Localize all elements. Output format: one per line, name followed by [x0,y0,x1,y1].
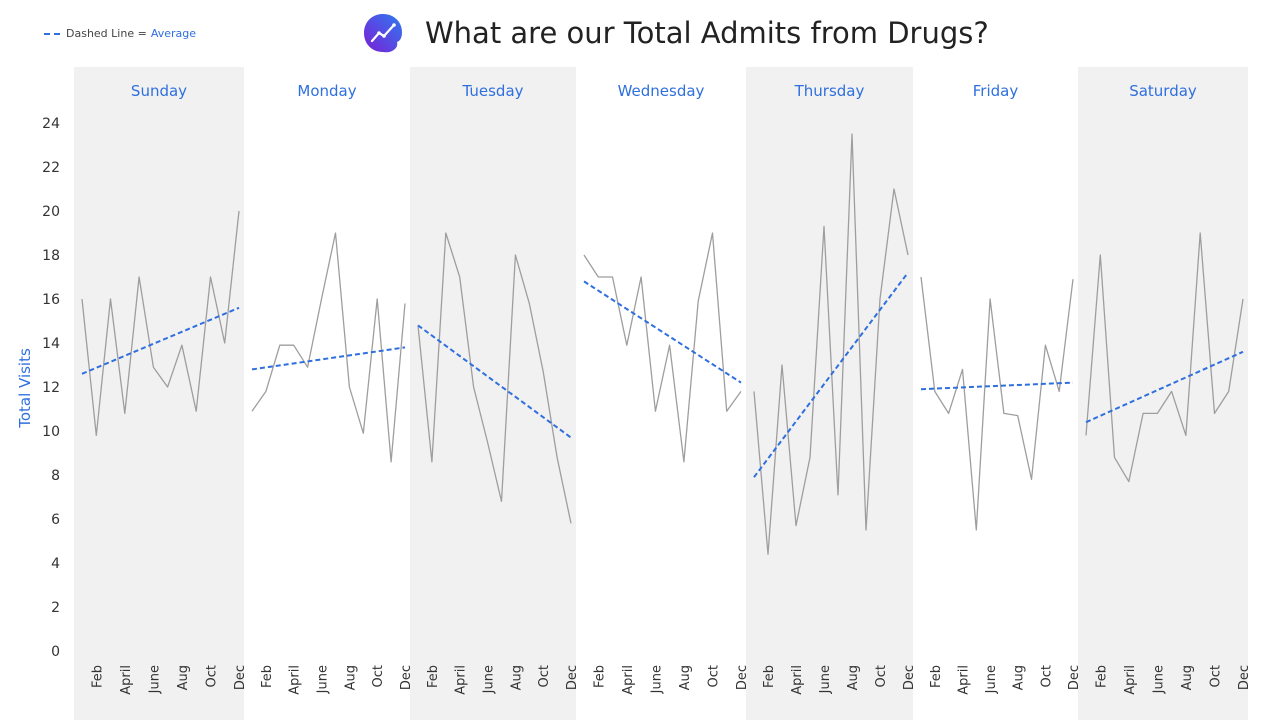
y-tick-label: 0 [51,644,60,660]
y-axis-label: Total Visits [16,348,34,429]
x-tick-label: Feb [929,665,944,688]
data-line-thursday [753,133,909,555]
y-tick-label: 14 [42,336,60,352]
panel-title-wednesday: Wednesday [618,82,705,100]
x-tick-label: Dec [233,665,248,690]
x-tick-label: Aug [509,665,524,690]
x-tick-label: Aug [1012,665,1027,690]
x-tick-label: Dec [1237,665,1252,690]
x-tick-label: Feb [762,665,777,688]
data-line-monday [251,232,406,463]
y-tick-label: 12 [42,380,60,396]
x-tick-label: April [1123,665,1138,695]
x-tick-label: Aug [343,665,358,690]
x-tick-label: Feb [426,665,441,688]
dashed-line-swatch [44,32,60,35]
x-tick-label: Dec [1067,665,1082,690]
x-tick-label: Oct [1208,665,1223,687]
x-tick-label: April [288,665,303,695]
y-tick-label: 8 [51,468,60,484]
panel-title-thursday: Thursday [794,82,865,100]
app-logo-icon [364,14,402,53]
x-tick-label: Dec [399,665,414,690]
x-tick-label: Feb [592,665,607,688]
panel-title-sunday: Sunday [131,82,187,100]
x-tick-label: Feb [90,665,105,688]
x-tick-label: April [454,665,469,695]
x-tick-label: Oct [706,665,721,687]
panel-background [746,67,913,720]
data-line-tuesday [417,232,572,524]
legend-average-label: Average [150,27,196,40]
x-tick-label: June [1151,665,1166,694]
trend-line-thursday [753,271,909,478]
x-tick-label: June [649,665,664,694]
y-tick-label: 18 [42,248,60,264]
x-tick-label: April [790,665,805,695]
trend-line-friday [920,381,1074,391]
y-tick-label: 10 [42,424,60,440]
data-line-wednesday [583,232,742,463]
x-tick-label: Dec [565,665,580,690]
x-tick-label: Oct [874,665,889,687]
panel-background [74,67,244,720]
x-tick-label: April [956,665,971,695]
y-tick-label: 2 [51,600,60,616]
x-tick-label: April [621,665,636,695]
legend-label: Dashed Line = [66,27,147,40]
y-tick-label: 22 [42,160,60,176]
x-tick-label: Aug [176,665,191,690]
y-tick-label: 20 [42,204,60,220]
panel-title-saturday: Saturday [1129,82,1197,100]
trend-line-monday [251,346,406,371]
y-tick-label: 24 [42,116,60,132]
x-tick-label: Oct [204,665,219,687]
x-tick-label: June [482,665,497,694]
panel-title-tuesday: Tuesday [461,82,523,100]
x-tick-label: June [984,665,999,694]
x-tick-label: Feb [260,665,275,688]
x-tick-label: Oct [537,665,552,687]
x-tick-label: Dec [735,665,750,690]
page-title: What are our Total Admits from Drugs? [425,16,989,50]
trend-line-wednesday [583,280,742,384]
x-tick-label: June [818,665,833,694]
x-tick-label: Aug [1180,665,1195,690]
x-tick-label: Dec [902,665,917,690]
data-line-sunday [81,210,240,437]
y-tick-label: 16 [42,292,60,308]
x-tick-label: Oct [1039,665,1054,687]
data-line-saturday [1085,232,1244,483]
x-tick-label: Oct [371,665,386,687]
panel-title-friday: Friday [973,82,1019,100]
x-tick-label: June [316,665,331,694]
x-tick-label: Feb [1094,665,1109,688]
x-tick-label: April [119,665,134,695]
x-tick-label: Aug [678,665,693,690]
data-line-friday [920,276,1074,531]
trend-line-sunday [81,306,240,375]
panel-background [410,67,576,720]
panel-title-monday: Monday [297,82,356,100]
y-tick-label: 6 [51,512,60,528]
x-tick-label: June [147,665,162,694]
trend-line-saturday [1085,350,1244,424]
panel-background [1078,67,1248,720]
x-tick-label: Aug [846,665,861,690]
y-tick-label: 4 [51,556,60,572]
legend: Dashed Line = Average [44,27,196,40]
